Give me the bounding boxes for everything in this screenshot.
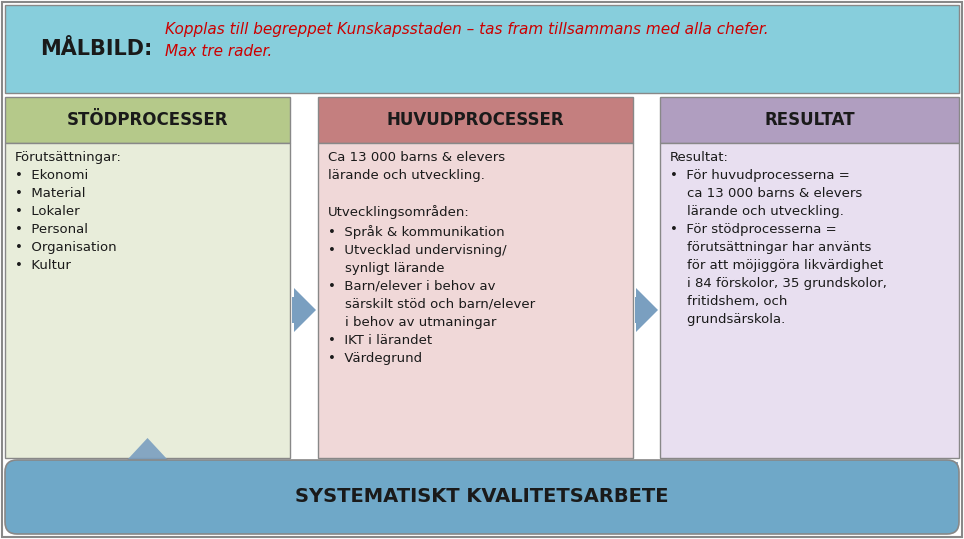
Polygon shape xyxy=(318,97,633,143)
Polygon shape xyxy=(635,288,658,332)
Polygon shape xyxy=(660,143,959,458)
Text: STÖDPROCESSER: STÖDPROCESSER xyxy=(67,111,228,129)
Polygon shape xyxy=(292,288,316,332)
Polygon shape xyxy=(121,438,958,530)
Text: Ca 13 000 barns & elevers
lärande och utveckling.

Utvecklingsområden:
•  Språk : Ca 13 000 barns & elevers lärande och ut… xyxy=(328,151,535,365)
Polygon shape xyxy=(660,97,959,143)
Polygon shape xyxy=(5,97,290,143)
Text: Kopplas till begreppet Kunskapsstaden – tas fram tillsammans med alla chefer.
Ma: Kopplas till begreppet Kunskapsstaden – … xyxy=(165,22,768,59)
Text: Resultat:
•  För huvudprocesserna =
    ca 13 000 barns & elevers
    lärande oc: Resultat: • För huvudprocesserna = ca 13… xyxy=(670,151,887,326)
Text: HUVUDPROCESSER: HUVUDPROCESSER xyxy=(387,111,564,129)
Text: SYSTEMATISKT KVALITETSARBETE: SYSTEMATISKT KVALITETSARBETE xyxy=(295,487,669,507)
Text: Förutsättningar:
•  Ekonomi
•  Material
•  Lokaler
•  Personal
•  Organisation
•: Förutsättningar: • Ekonomi • Material • … xyxy=(15,151,121,272)
Polygon shape xyxy=(5,143,290,458)
Text: MÅLBILD:: MÅLBILD: xyxy=(40,39,152,59)
Polygon shape xyxy=(318,143,633,458)
Polygon shape xyxy=(5,5,959,93)
Text: RESULTAT: RESULTAT xyxy=(764,111,855,129)
FancyBboxPatch shape xyxy=(5,460,959,534)
